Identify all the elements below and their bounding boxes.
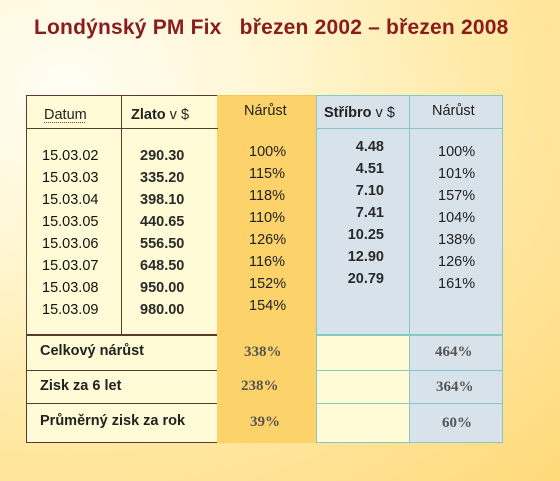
date-cell: 15.03.03 bbox=[42, 170, 99, 186]
gold-price-cell: 335.20 bbox=[140, 170, 185, 186]
gold-growth-cell: 152% bbox=[249, 276, 287, 292]
date-cell: 15.03.06 bbox=[42, 236, 99, 252]
date-cell: 15.03.07 bbox=[42, 258, 99, 274]
summary-zisk-label: Zisk za 6 let bbox=[40, 378, 122, 394]
summary-zisk-gold-cell bbox=[217, 370, 316, 404]
summary-celkovy-label: Celkový nárůst bbox=[40, 343, 144, 359]
summary-prumerny-silver: 60% bbox=[442, 415, 472, 431]
date-cell: 15.03.08 bbox=[42, 280, 99, 296]
silver-price-cell: 7.41 bbox=[355, 205, 384, 221]
summary-prumerny-empty-cell bbox=[316, 403, 410, 443]
silver-growth-cell: 161% bbox=[438, 276, 476, 292]
silver-price-list: 4.48 4.51 7.10 7.41 10.25 12.90 20.79 bbox=[342, 136, 384, 290]
gold-growth-cell: 115% bbox=[249, 166, 286, 182]
page-title: Londýnský PM Fix březen 2002 – březen 20… bbox=[34, 16, 509, 39]
summary-celkovy-empty-cell bbox=[316, 335, 410, 371]
summary-celkovy-gold: 338% bbox=[244, 344, 282, 360]
silver-price-cell: 7.10 bbox=[355, 183, 384, 199]
silver-growth-cell: 157% bbox=[438, 188, 476, 204]
date-cell: 15.03.09 bbox=[42, 302, 99, 318]
summary-zisk-empty-cell bbox=[316, 370, 410, 404]
gold-price-column bbox=[121, 95, 218, 335]
silver-price-cell: 12.90 bbox=[347, 249, 384, 265]
summary-celkovy-silver-cell bbox=[409, 335, 503, 371]
header-divider bbox=[26, 128, 218, 129]
header-zlato-rest: v $ bbox=[165, 107, 190, 123]
gold-price-cell: 950.00 bbox=[140, 280, 185, 296]
gold-growth-list: 100% 115% 118% 110% 126% 116% 152% 154% bbox=[249, 141, 286, 317]
header-datum: Datum bbox=[44, 107, 87, 123]
header-divider-silver bbox=[316, 128, 503, 129]
gold-growth-cell: 126% bbox=[249, 232, 287, 248]
summary-prumerny-gold-cell bbox=[217, 403, 316, 443]
silver-growth-cell: 104% bbox=[438, 210, 476, 226]
silver-growth-cell: 101% bbox=[438, 166, 476, 182]
dates-list: 15.03.02 15.03.03 15.03.04 15.03.05 15.03.06… bbox=[42, 145, 98, 321]
date-cell: 15.03.05 bbox=[42, 214, 99, 230]
date-cell: 15.03.02 bbox=[42, 148, 99, 164]
summary-prumerny-label: Průměrný zisk za rok bbox=[40, 413, 186, 429]
silver-growth-cell: 138% bbox=[438, 232, 476, 248]
gold-growth-column bbox=[217, 95, 316, 335]
gold-growth-cell: 118% bbox=[249, 188, 286, 204]
summary-prumerny-label-cell bbox=[26, 403, 218, 443]
summary-celkovy-silver: 464% bbox=[435, 344, 473, 360]
summary-prumerny-gold: 39% bbox=[250, 414, 280, 430]
silver-price-cell: 20.79 bbox=[347, 271, 384, 287]
gold-price-cell: 440.65 bbox=[140, 214, 185, 230]
header-narust-gold: Nárůst bbox=[244, 103, 287, 119]
silver-growth-column bbox=[409, 95, 503, 335]
header-datum-text: Datum bbox=[44, 107, 87, 123]
silver-price-column bbox=[316, 95, 410, 335]
gold-growth-cell: 116% bbox=[249, 254, 286, 270]
summary-prumerny-silver-cell bbox=[409, 403, 503, 443]
gold-growth-cell: 110% bbox=[249, 210, 286, 226]
summary-celkovy-gold-cell bbox=[217, 335, 316, 371]
gold-growth-cell: 154% bbox=[249, 298, 287, 314]
header-narust-silver: Nárůst bbox=[432, 103, 475, 119]
silver-growth-cell: 126% bbox=[438, 254, 476, 270]
header-stribro-rest: v $ bbox=[371, 105, 395, 121]
date-cell: 15.03.04 bbox=[42, 192, 99, 208]
header-stribro: Stříbro v $ bbox=[324, 105, 395, 121]
silver-growth-cell: 100% bbox=[438, 144, 476, 160]
silver-price-cell: 10.25 bbox=[347, 227, 384, 243]
summary-zisk-label-cell bbox=[26, 370, 218, 404]
gold-price-cell: 290.30 bbox=[140, 148, 185, 164]
header-zlato-bold: Zlato bbox=[131, 107, 166, 123]
gold-price-cell: 980.00 bbox=[140, 302, 185, 318]
gold-growth-cell: 100% bbox=[249, 144, 287, 160]
gold-price-cell: 556.50 bbox=[140, 236, 185, 252]
header-zlato: Zlato v $ bbox=[131, 107, 189, 123]
header-stribro-bold: Stříbro bbox=[324, 105, 372, 121]
silver-price-cell: 4.51 bbox=[355, 161, 384, 177]
date-column bbox=[26, 95, 122, 335]
silver-price-cell: 4.48 bbox=[355, 139, 384, 155]
summary-zisk-gold: 238% bbox=[241, 378, 279, 394]
gold-price-list: 290.30 335.20 398.10 440.65 556.50 648.50 950.… bbox=[140, 145, 184, 321]
silver-growth-list: 100% 101% 157% 104% 138% 126% 161% bbox=[438, 141, 475, 295]
gold-price-cell: 398.10 bbox=[140, 192, 185, 208]
summary-zisk-silver: 364% bbox=[436, 379, 474, 395]
gold-price-cell: 648.50 bbox=[140, 258, 185, 274]
